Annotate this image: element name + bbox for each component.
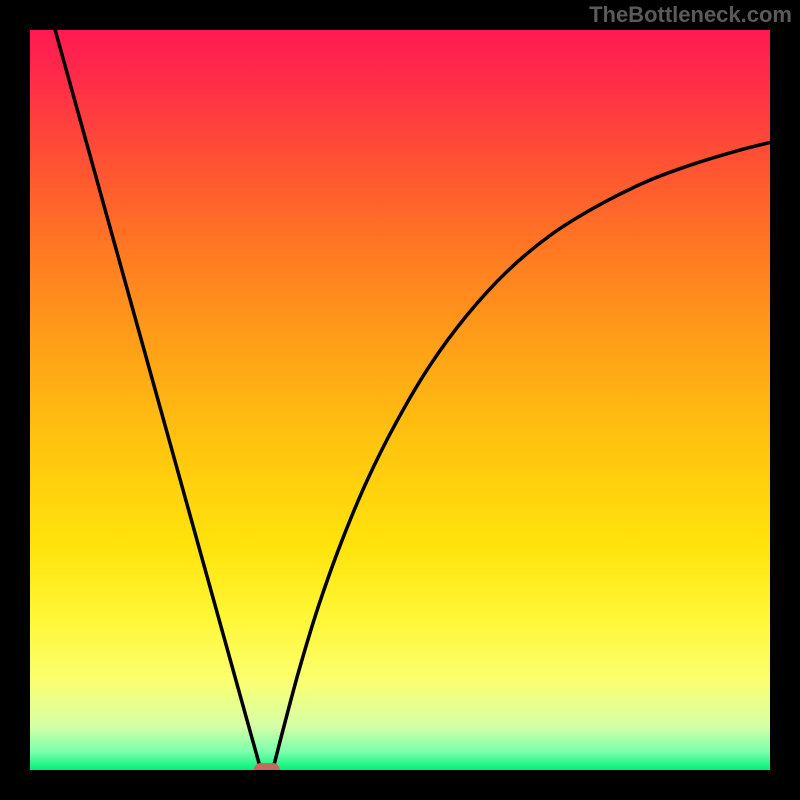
chart-canvas: TheBottleneck.com: [0, 0, 800, 800]
watermark-label: TheBottleneck.com: [589, 2, 792, 28]
chart-svg: [0, 0, 800, 800]
chart-background: [30, 30, 770, 770]
